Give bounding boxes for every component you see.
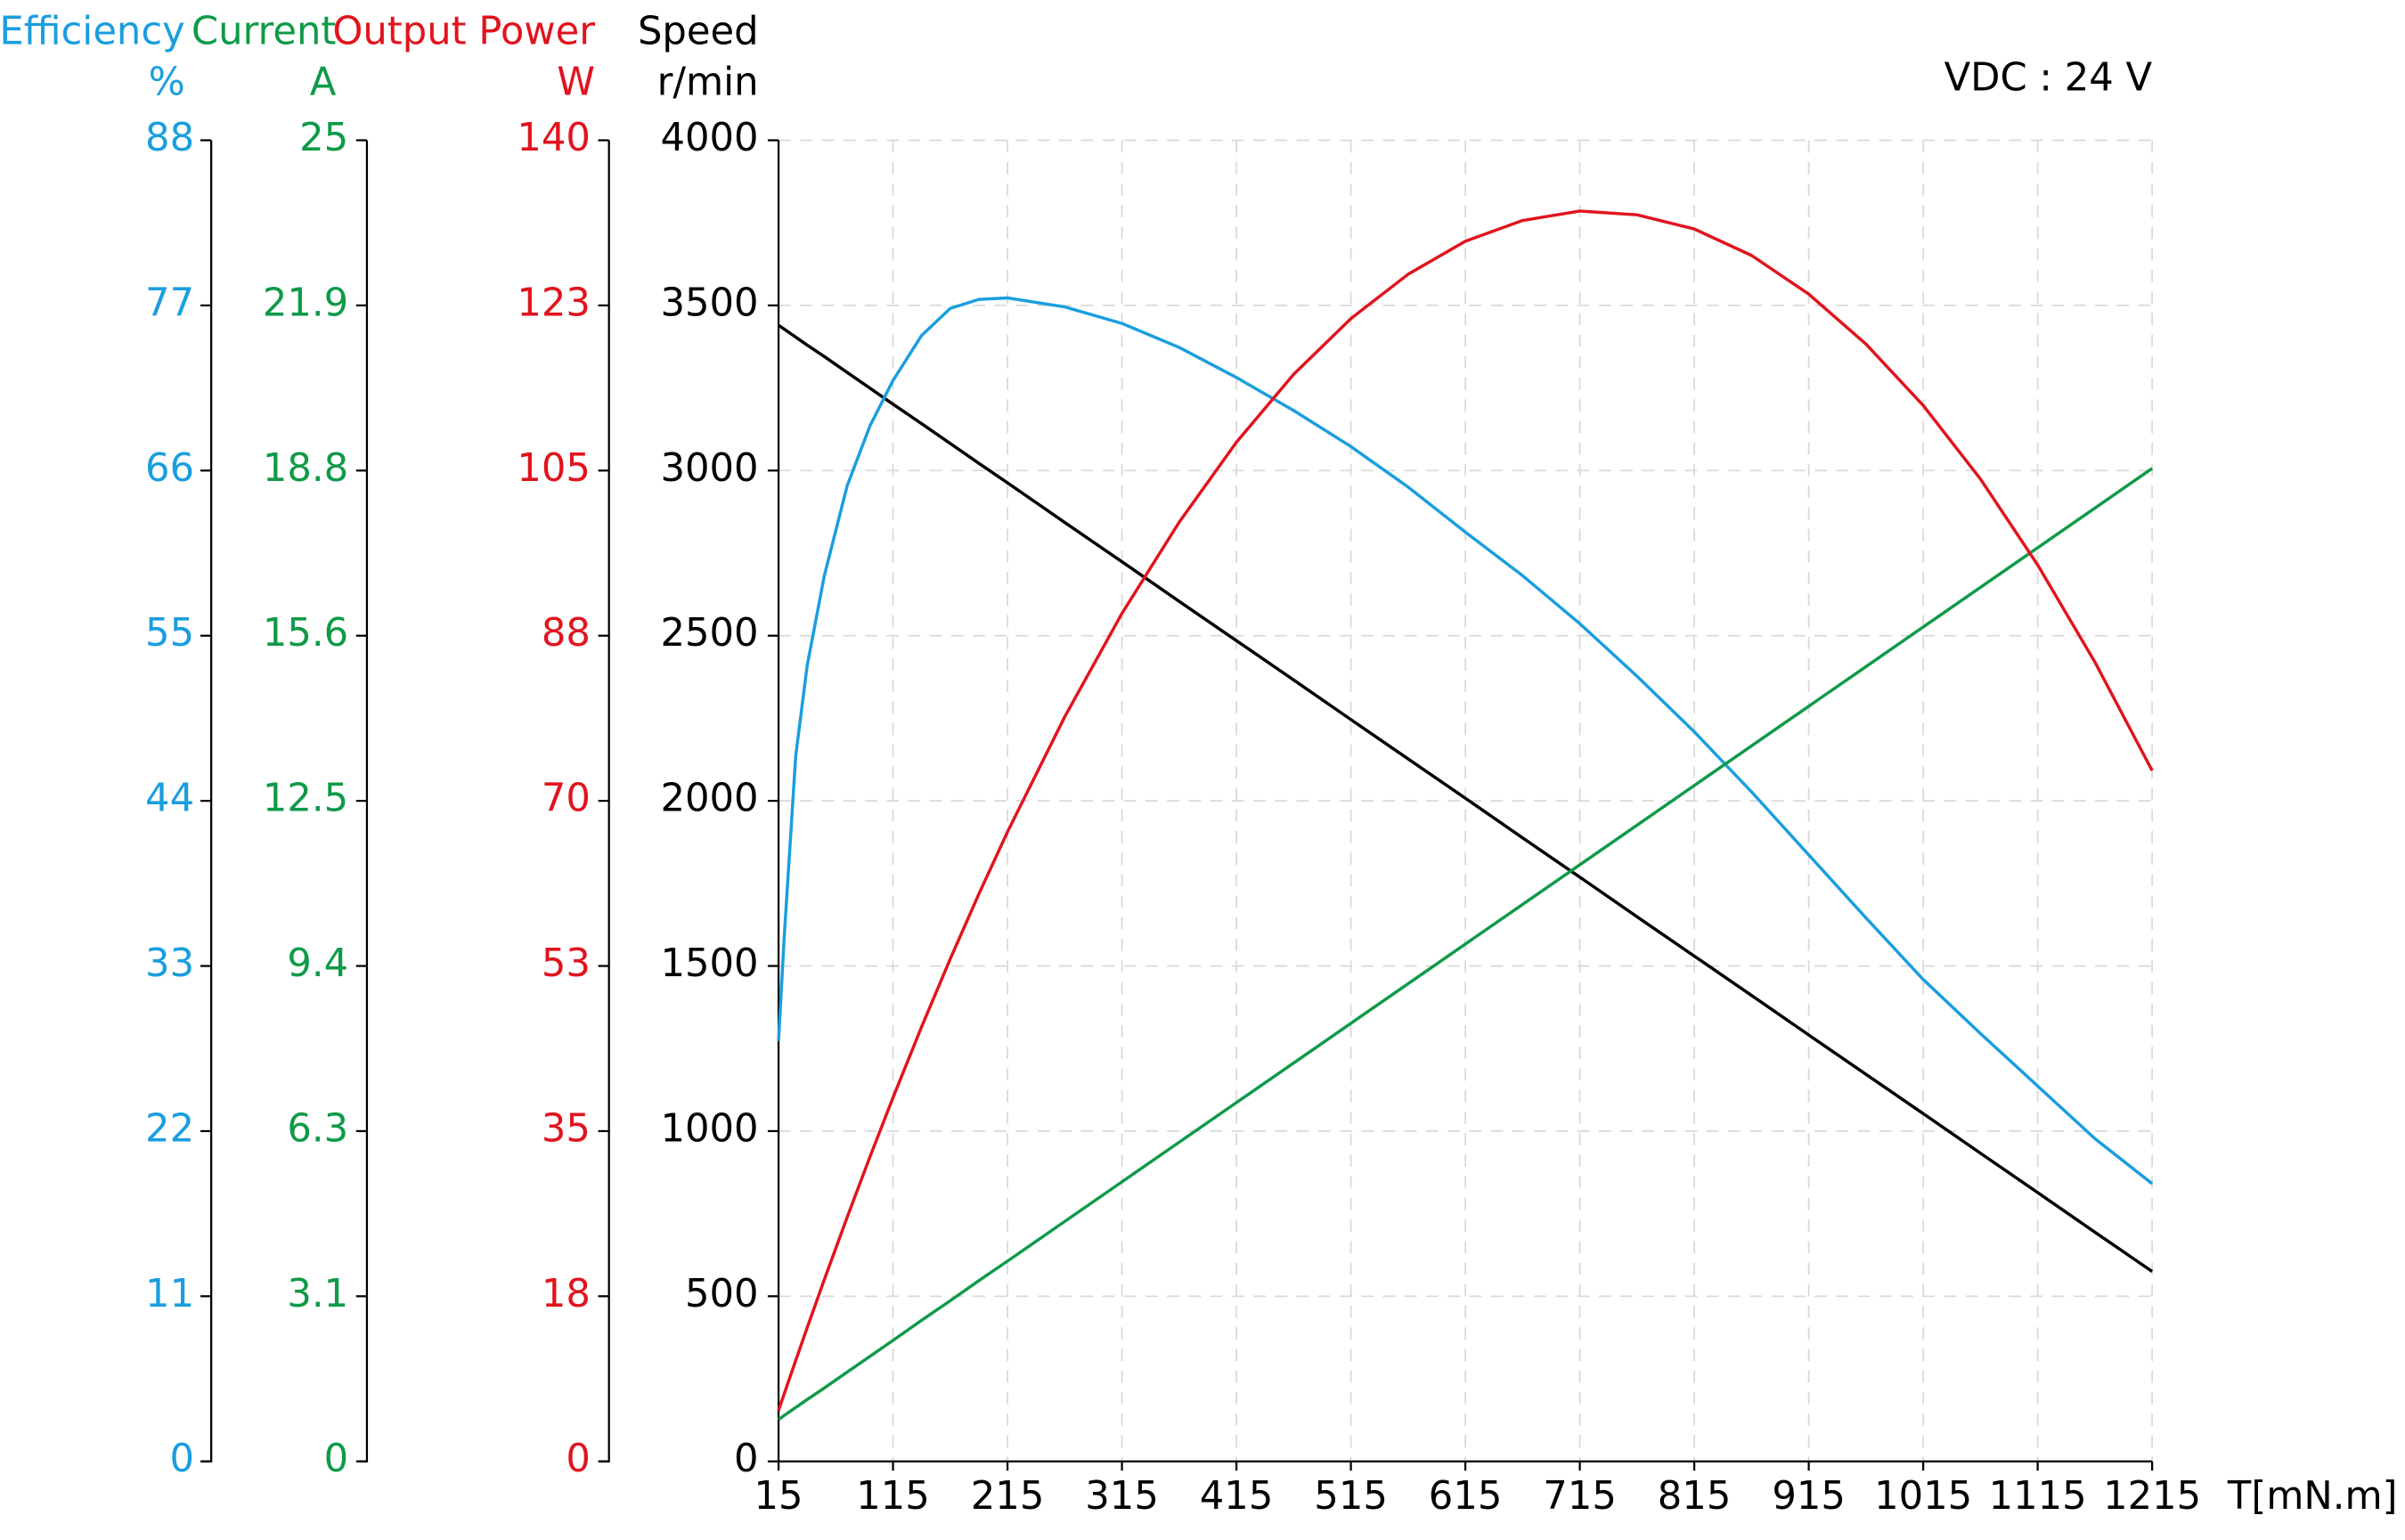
y-axis-title: Speed	[638, 10, 759, 54]
series-line	[778, 323, 2154, 1273]
y-axis-unit: %	[149, 61, 185, 105]
x-axis-label: T[mN.m]	[2227, 1474, 2398, 1519]
y-tick-label: 15.6	[263, 611, 348, 656]
x-tick-label: 315	[1085, 1474, 1159, 1519]
series-line	[778, 467, 2154, 1422]
y-tick-label: 1000	[660, 1106, 758, 1151]
y-tick-label: 9.4	[287, 941, 348, 986]
y-axis-unit: A	[310, 61, 337, 105]
y-tick-label: 1500	[660, 941, 758, 986]
y-tick-label: 66	[145, 446, 194, 491]
y-tick-label: 33	[145, 941, 194, 986]
x-tick-label: 615	[1429, 1474, 1503, 1519]
y-axis-unit: r/min	[657, 61, 759, 105]
y-tick-label: 500	[685, 1272, 759, 1316]
series-line	[777, 209, 2154, 1412]
y-tick-label: 70	[542, 777, 591, 821]
y-axis-title: Current	[192, 10, 336, 54]
x-tick-label: 1015	[1874, 1474, 1972, 1519]
y-tick-label: 88	[542, 611, 591, 656]
y-axis-title: Output Power	[332, 10, 595, 54]
y-tick-label: 3000	[660, 446, 758, 491]
y-tick-label: 123	[517, 281, 591, 325]
x-tick-label: 1115	[1989, 1474, 2087, 1519]
y-tick-label: 3500	[660, 281, 758, 325]
x-tick-label: 715	[1543, 1474, 1617, 1519]
y-tick-label: 0	[324, 1437, 349, 1481]
y-tick-label: 18	[542, 1272, 591, 1316]
y-tick-label: 25	[299, 116, 348, 160]
x-tick-label: 115	[856, 1474, 930, 1519]
y-tick-label: 22	[145, 1106, 194, 1151]
y-tick-label: 53	[542, 941, 591, 986]
y-tick-label: 2500	[660, 611, 758, 656]
y-tick-label: 21.9	[263, 281, 348, 325]
y-tick-label: 11	[145, 1272, 194, 1316]
y-tick-label: 55	[145, 611, 194, 656]
annotation: VDC : 24 V	[1944, 55, 2153, 100]
y-tick-label: 18.8	[263, 446, 348, 491]
y-tick-label: 35	[542, 1106, 591, 1151]
y-tick-label: 44	[145, 777, 194, 821]
y-tick-label: 77	[145, 281, 194, 325]
series-line	[777, 296, 2154, 1186]
y-tick-label: 88	[145, 116, 194, 160]
y-tick-label: 6.3	[287, 1106, 348, 1151]
x-tick-label: 915	[1772, 1474, 1846, 1519]
y-tick-label: 12.5	[263, 777, 348, 821]
x-tick-label: 415	[1200, 1474, 1274, 1519]
y-tick-label: 140	[517, 116, 591, 160]
x-tick-label: 815	[1658, 1474, 1732, 1519]
x-tick-label: 515	[1314, 1474, 1388, 1519]
y-tick-label: 0	[566, 1437, 591, 1481]
y-axis-title: Efficiency	[0, 10, 185, 54]
y-tick-label: 3.1	[287, 1272, 348, 1316]
y-axis-unit: W	[557, 61, 595, 105]
y-tick-label: 0	[734, 1437, 759, 1481]
x-tick-label: 15	[754, 1474, 803, 1519]
y-tick-label: 0	[170, 1437, 195, 1481]
y-tick-label: 105	[517, 446, 591, 491]
y-tick-label: 2000	[660, 777, 758, 821]
x-tick-label: 215	[971, 1474, 1045, 1519]
x-tick-label: 1215	[2103, 1474, 2201, 1519]
y-tick-label: 4000	[660, 116, 758, 160]
